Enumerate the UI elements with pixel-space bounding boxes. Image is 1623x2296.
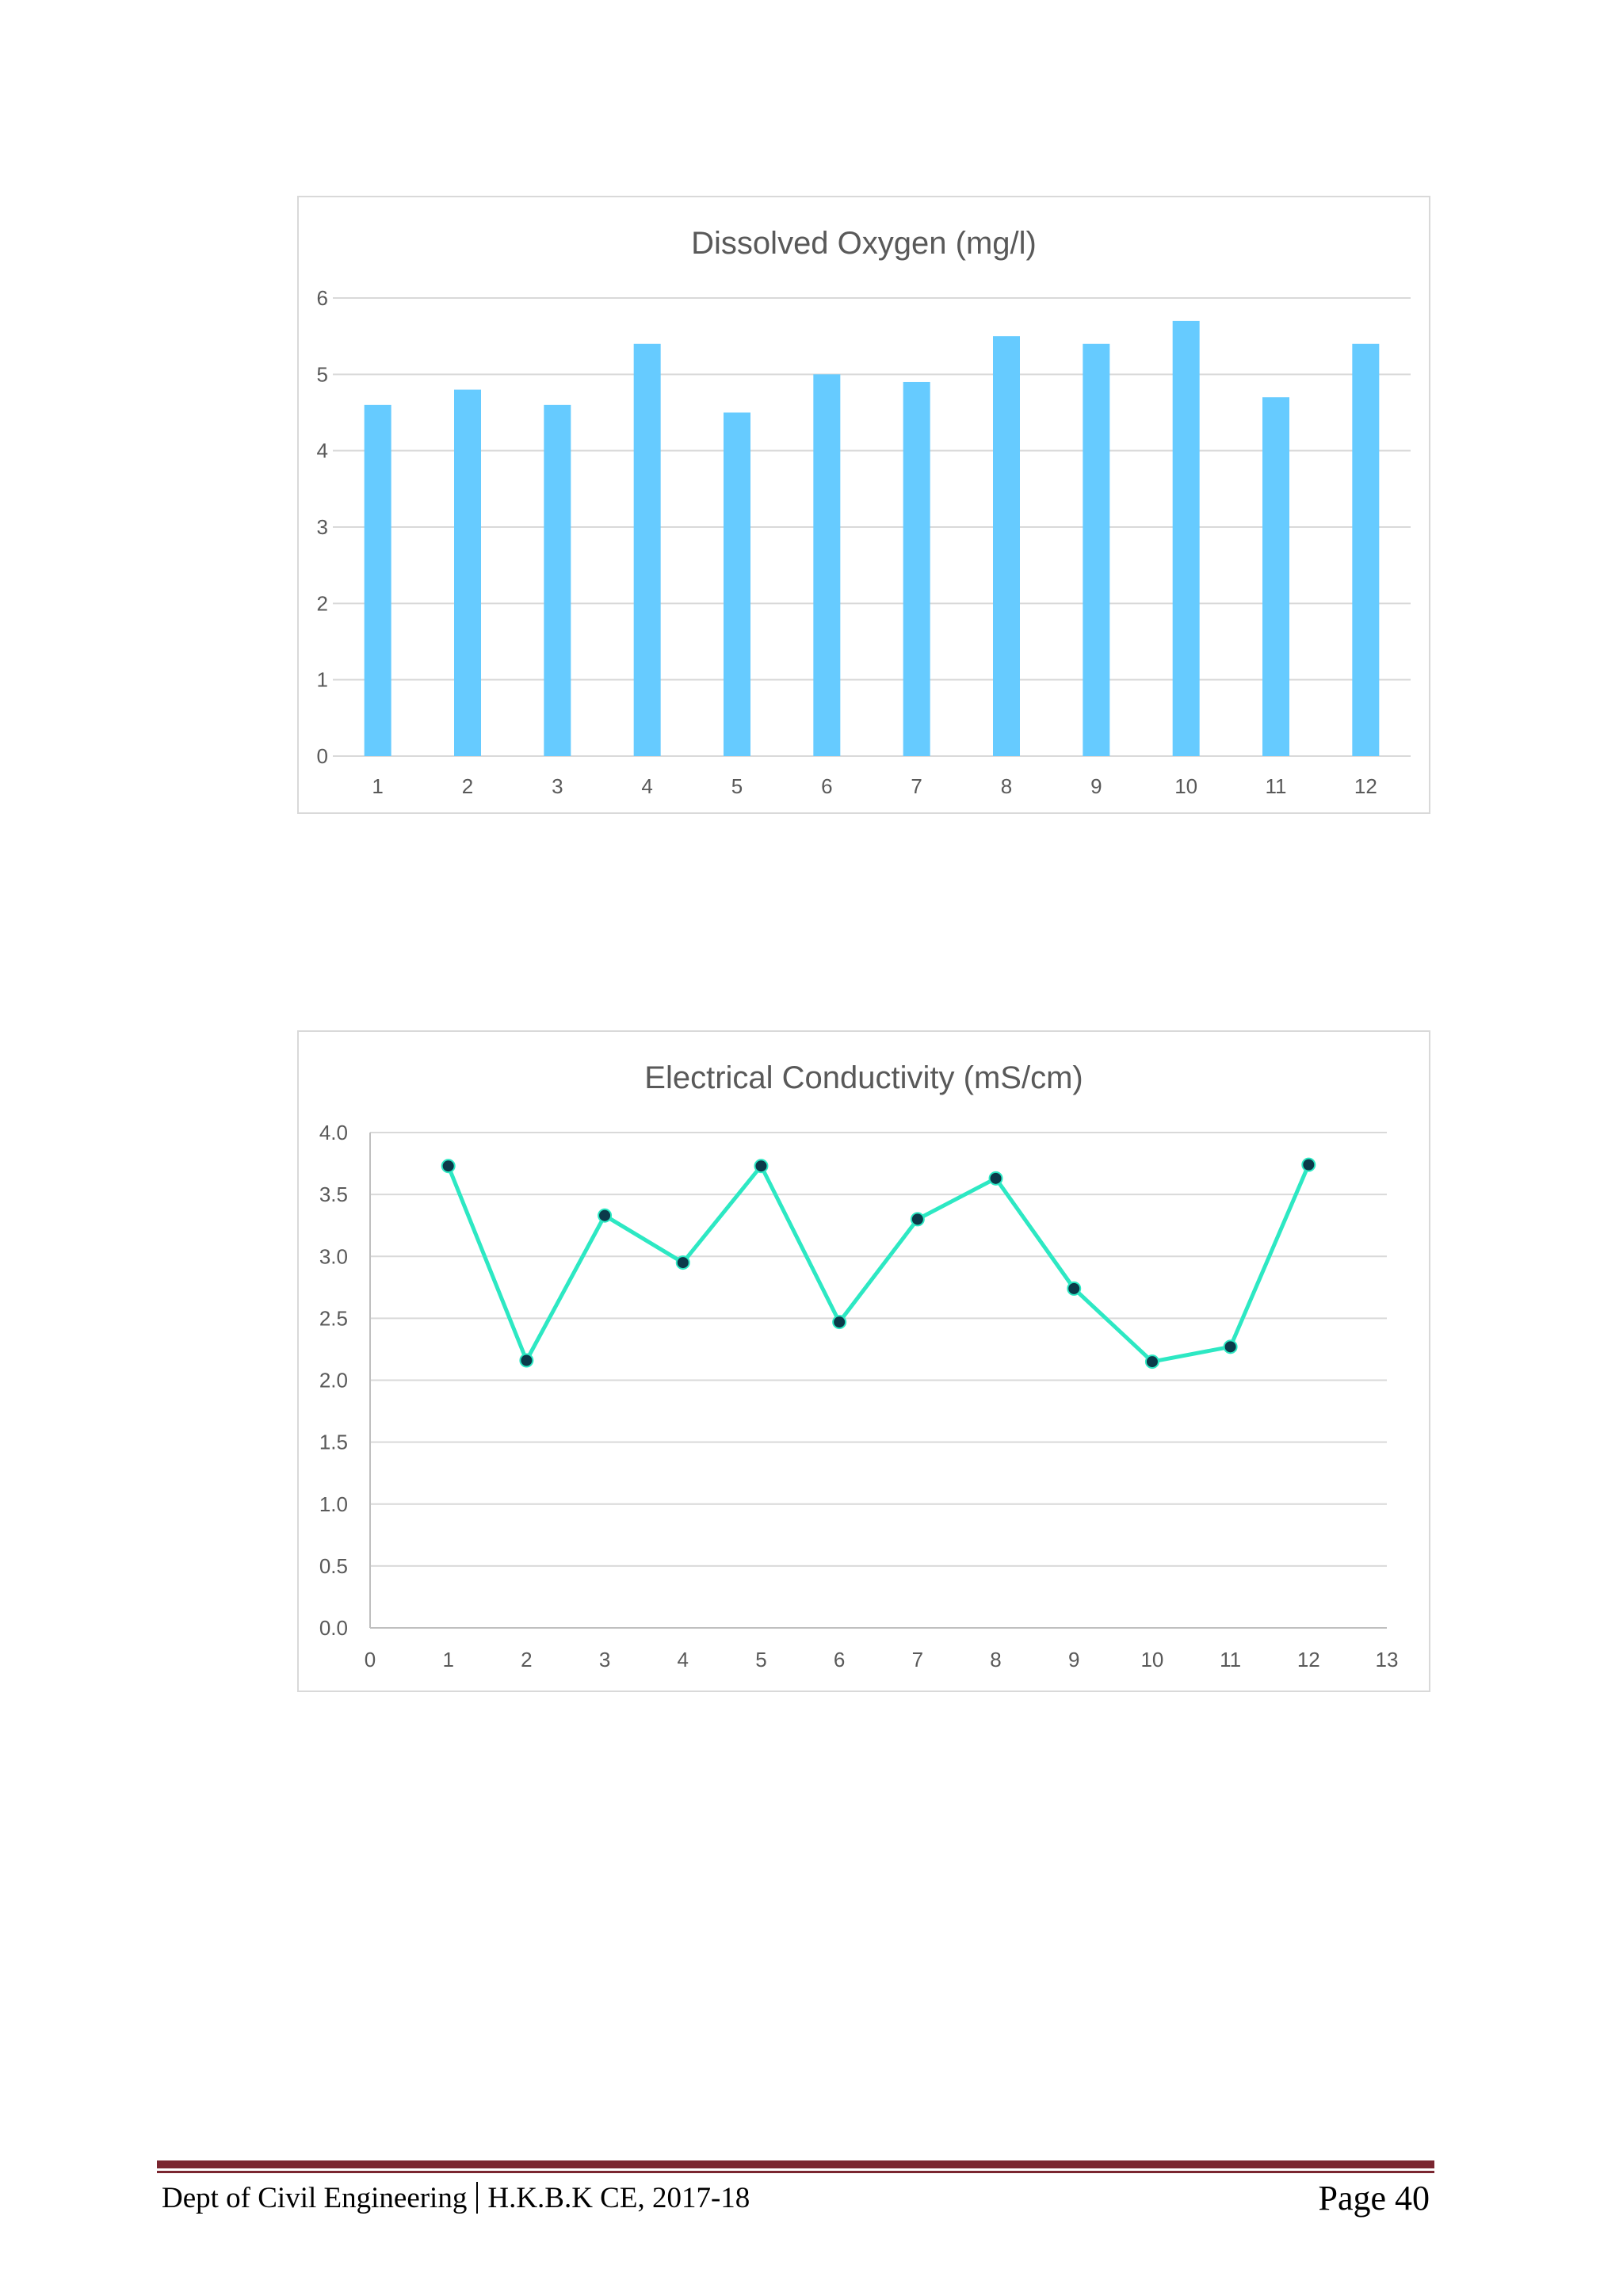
x-tick-label: 6	[834, 1648, 845, 1671]
data-point	[675, 1255, 690, 1270]
chart-title: Dissolved Oxygen (mg/l)	[691, 226, 1037, 261]
bar	[1083, 343, 1110, 756]
x-tick-label: 8	[1001, 774, 1012, 798]
bar	[364, 404, 391, 756]
data-point	[754, 1159, 769, 1174]
data-point	[441, 1159, 456, 1174]
footer-dept-text: Dept of Civil Engineering	[162, 2182, 468, 2214]
data-point	[1144, 1354, 1159, 1370]
data-point	[1301, 1157, 1316, 1172]
x-tick-label: 7	[911, 774, 922, 798]
x-tick-label: 8	[990, 1648, 1001, 1671]
data-point	[910, 1212, 925, 1227]
y-tick-label: 2.0	[319, 1369, 348, 1392]
bar	[993, 336, 1020, 756]
y-tick-label: 4	[317, 439, 328, 463]
x-tick-label: 5	[755, 1648, 766, 1671]
x-tick-label: 6	[821, 774, 832, 798]
bar	[724, 412, 750, 756]
bar	[544, 404, 571, 756]
x-tick-label: 11	[1266, 774, 1287, 798]
y-tick-label: 1.5	[319, 1431, 348, 1454]
electrical-conductivity-chart: Electrical Conductivity (mS/cm) 0.0 0.5 1.0…	[297, 1030, 1430, 1692]
y-tick-label: 2.5	[319, 1306, 348, 1330]
x-tick-label: 10	[1140, 1648, 1163, 1671]
dissolved-oxygen-chart: Dissolved Oxygen (mg/l) 0 1 2 3 4 5 6 1 2 3 4 5 6 7 8 9 1…	[297, 196, 1430, 814]
footer-department: Dept of Civil Engineering H.K.B.K CE, 201…	[162, 2178, 750, 2219]
series-line	[446, 1163, 1311, 1364]
x-tick-label: 9	[1068, 1648, 1079, 1671]
y-tick-label: 1	[317, 668, 328, 692]
bar	[1172, 320, 1200, 756]
bar	[633, 343, 661, 756]
x-tick-label: 7	[912, 1648, 923, 1671]
bar	[454, 389, 481, 756]
y-tick-label: 2	[317, 591, 328, 615]
x-tick-label: 2	[521, 1648, 532, 1671]
y-tick-label: 3.0	[319, 1244, 348, 1268]
x-tick-label: 4	[678, 1648, 689, 1671]
chart-title: Electrical Conductivity (mS/cm)	[644, 1060, 1083, 1095]
footer-page-number: Page 40	[1318, 2179, 1430, 2218]
data-point	[598, 1208, 613, 1223]
footer-college-text: H.K.B.K CE, 2017-18	[487, 2182, 750, 2214]
x-tick-label: 11	[1220, 1648, 1241, 1671]
bar	[1352, 343, 1380, 756]
footer-rule-thick	[157, 2160, 1434, 2168]
x-tick-label: 0	[365, 1648, 376, 1671]
x-tick-label: 13	[1376, 1648, 1399, 1671]
data-point	[1067, 1281, 1082, 1296]
data-point	[519, 1353, 534, 1368]
x-tick-label: 4	[641, 774, 652, 798]
y-tick-label: 3	[317, 515, 328, 539]
y-tick-label: 5	[317, 362, 328, 386]
x-tick-label: 3	[552, 774, 563, 798]
y-tick-label: 0	[317, 744, 328, 768]
bar	[903, 381, 930, 756]
bar	[813, 374, 841, 756]
x-tick-label: 1	[442, 1648, 453, 1671]
y-tick-label: 4.0	[319, 1121, 348, 1144]
y-tick-label: 1.0	[319, 1492, 348, 1516]
y-tick-label: 6	[317, 286, 328, 310]
x-tick-label: 12	[1297, 1648, 1320, 1671]
x-tick-label: 3	[599, 1648, 610, 1671]
footer-separator	[476, 2182, 479, 2214]
y-tick-label: 3.5	[319, 1182, 348, 1206]
y-tick-label: 0.0	[319, 1616, 348, 1640]
x-tick-label: 5	[731, 774, 743, 798]
x-tick-label: 1	[372, 774, 383, 798]
y-tick-label: 0.5	[319, 1554, 348, 1578]
electrical-conductivity-plot: Electrical Conductivity (mS/cm) 0.0 0.5 1.0…	[319, 1060, 1399, 1671]
x-tick-label: 2	[462, 774, 473, 798]
footer-rule-thin	[157, 2171, 1434, 2173]
data-point	[832, 1315, 847, 1330]
bar	[1262, 397, 1289, 756]
x-tick-label: 9	[1090, 774, 1102, 798]
x-tick-label: 10	[1174, 774, 1197, 798]
x-tick-label: 12	[1354, 774, 1377, 798]
data-point	[1223, 1339, 1238, 1354]
data-point	[988, 1171, 1003, 1186]
